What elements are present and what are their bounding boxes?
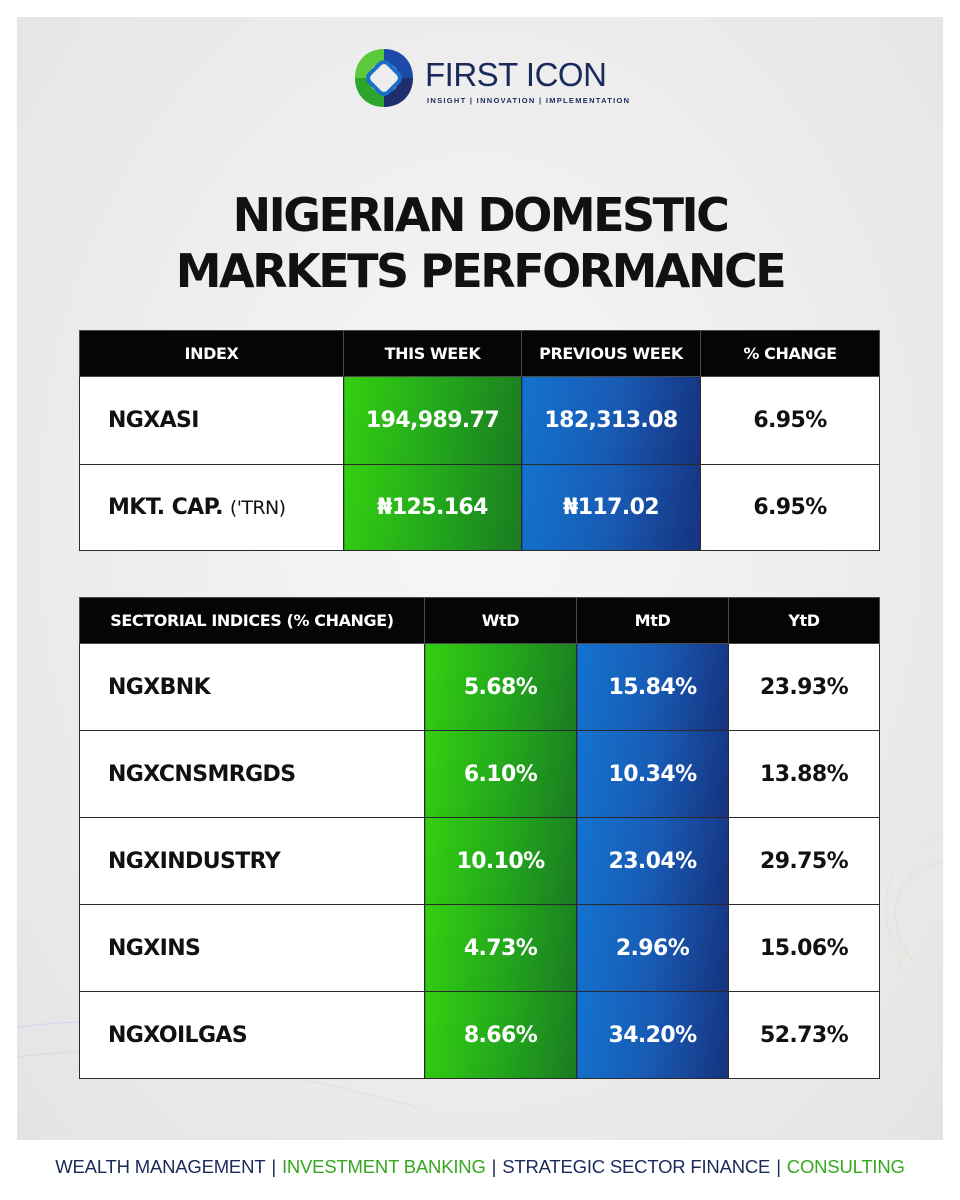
footer-item-wealth-management: WEALTH MANAGEMENT: [55, 1156, 266, 1177]
row-sector-name: NGXINDUSTRY: [79, 817, 425, 905]
row-wtd-value: 5.68%: [424, 643, 577, 731]
footer-item-consulting: CONSULTING: [786, 1156, 905, 1177]
title-line-2: MARKETS PERFORMANCE: [175, 244, 787, 298]
footer-separator: |: [491, 1156, 497, 1177]
header-previous-week: PREVIOUS WEEK: [521, 330, 701, 377]
row-ytd-value: 13.88%: [728, 730, 880, 818]
header-sectorial-indices: SECTORIAL INDICES (% CHANGE): [79, 597, 425, 644]
brand-name: FIRST ICON: [425, 56, 607, 93]
table-row: NGXBNK 5.68% 15.84% 23.93%: [79, 643, 880, 731]
row-change-value: 6.95%: [700, 464, 880, 551]
services-footer: WEALTH MANAGEMENT | INVESTMENT BANKING | STR…: [0, 1156, 960, 1178]
header-this-week: THIS WEEK: [343, 330, 522, 377]
footer-separator: |: [271, 1156, 276, 1177]
row-mtd-value: 23.04%: [576, 817, 729, 905]
index-performance-table: INDEX THIS WEEK PREVIOUS WEEK % CHANGE N…: [79, 330, 880, 551]
row-this-week-value: ₦125.164: [343, 464, 522, 551]
row-index-unit: ('TRN): [229, 497, 286, 519]
footer-item-strategic-sector-finance: STRATEGIC SECTOR FINANCE: [502, 1156, 771, 1177]
row-ytd-value: 52.73%: [728, 991, 880, 1079]
brand-tagline: INSIGHT | INNOVATION | IMPLEMENTATION: [427, 96, 631, 105]
footer-item-investment-banking: INVESTMENT BANKING: [281, 1156, 486, 1177]
table-row: NGXASI 194,989.77 182,313.08 6.95%: [79, 376, 880, 465]
row-mtd-value: 34.20%: [576, 991, 729, 1079]
table-row: NGXCNSMRGDS 6.10% 10.34% 13.88%: [79, 730, 880, 818]
row-index-name: MKT. CAP.: [108, 495, 223, 520]
row-this-week-value: 194,989.77: [343, 376, 522, 465]
header-ytd: YtD: [728, 597, 880, 644]
brand-logo: FIRST ICON INSIGHT | INNOVATION | IMPLEM…: [353, 43, 629, 127]
row-previous-week-value: 182,313.08: [521, 376, 701, 465]
header-percent-change: % CHANGE: [700, 330, 880, 377]
table-header-row: INDEX THIS WEEK PREVIOUS WEEK % CHANGE: [79, 330, 880, 377]
row-sector-name: NGXBNK: [79, 643, 425, 731]
row-ytd-value: 29.75%: [728, 817, 880, 905]
table-row: NGXINDUSTRY 10.10% 23.04% 29.75%: [79, 817, 880, 905]
row-ytd-value: 15.06%: [728, 904, 880, 992]
row-mtd-value: 2.96%: [576, 904, 729, 992]
row-mtd-value: 15.84%: [576, 643, 729, 731]
sectorial-indices-table: SECTORIAL INDICES (% CHANGE) WtD MtD YtD…: [79, 597, 880, 1079]
first-icon-logo-icon: [355, 49, 413, 107]
table-row: NGXINS 4.73% 2.96% 15.06%: [79, 904, 880, 992]
footer-separator: |: [776, 1156, 781, 1177]
table-row: NGXOILGAS 8.66% 34.20% 52.73%: [79, 991, 880, 1079]
header-mtd: MtD: [576, 597, 729, 644]
row-mtd-value: 10.34%: [576, 730, 729, 818]
page-title: NIGERIAN DOMESTIC MARKETS PERFORMANCE: [17, 187, 943, 299]
flyer-card: FIRST ICON INSIGHT | INNOVATION | IMPLEM…: [17, 17, 943, 1140]
table-row: MKT. CAP. ('TRN) ₦125.164 ₦117.02 6.95%: [79, 464, 880, 551]
row-wtd-value: 8.66%: [424, 991, 577, 1079]
row-previous-week-value: ₦117.02: [521, 464, 701, 551]
row-wtd-value: 6.10%: [424, 730, 577, 818]
row-change-value: 6.95%: [700, 376, 880, 465]
row-sector-name: NGXCNSMRGDS: [79, 730, 425, 818]
row-index-name: NGXASI: [79, 376, 344, 465]
header-wtd: WtD: [424, 597, 577, 644]
row-ytd-value: 23.93%: [728, 643, 880, 731]
title-line-1: NIGERIAN DOMESTIC: [232, 188, 730, 242]
table-header-row: SECTORIAL INDICES (% CHANGE) WtD MtD YtD: [79, 597, 880, 644]
row-index-name-cell: MKT. CAP. ('TRN): [79, 464, 344, 551]
header-index: INDEX: [79, 330, 344, 377]
row-sector-name: NGXINS: [79, 904, 425, 992]
row-sector-name: NGXOILGAS: [79, 991, 425, 1079]
row-wtd-value: 4.73%: [424, 904, 577, 992]
row-wtd-value: 10.10%: [424, 817, 577, 905]
